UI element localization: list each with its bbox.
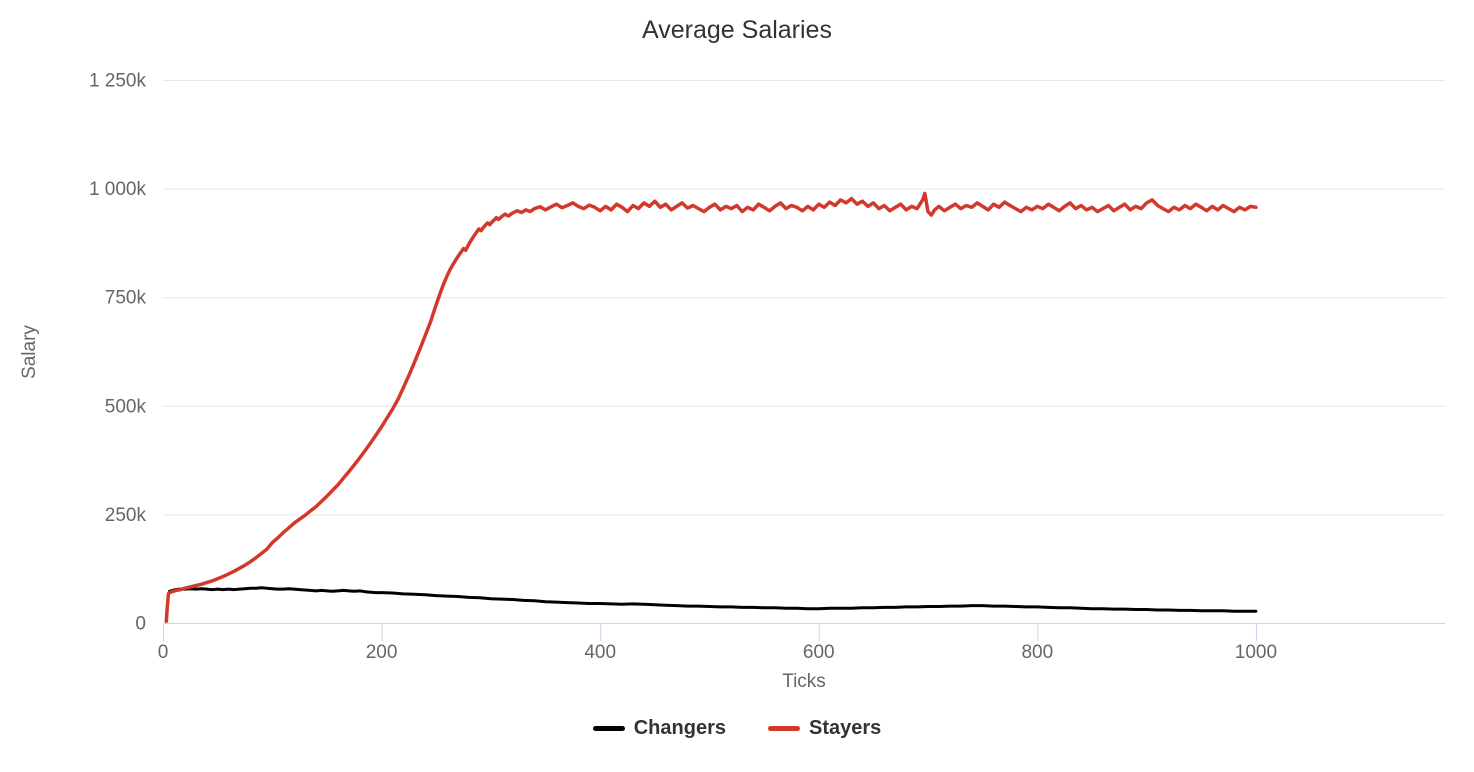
y-tick-label-1250k: 1 250k	[89, 71, 147, 92]
legend-item-stayers[interactable]: Stayers	[767, 716, 882, 740]
x-tick-label-0: 0	[158, 642, 169, 663]
y-tick-label-0: 0	[135, 614, 146, 635]
x-tick-label-400: 400	[584, 642, 616, 663]
x-tick-label-600: 600	[803, 642, 835, 663]
x-tick-label-800: 800	[1021, 642, 1053, 663]
series-line-changers[interactable]	[168, 586, 1258, 613]
series-line-stayers[interactable]	[164, 191, 1258, 624]
chart-title: Average Salaries	[642, 16, 832, 44]
legend: Changers Stayers	[0, 716, 1474, 740]
legend-swatch-changers	[592, 725, 625, 731]
x-tick-label-200: 200	[366, 642, 398, 663]
y-tick-label-750k: 750k	[105, 288, 147, 309]
y-tick-label-500k: 500k	[105, 396, 147, 417]
y-axis-title: Salary	[19, 325, 40, 379]
y-tick-label-250k: 250k	[105, 505, 147, 526]
x-axis-title: Ticks	[782, 671, 826, 692]
legend-label-changers: Changers	[633, 717, 726, 739]
legend-swatch-stayers	[767, 725, 800, 731]
legend-label-stayers: Stayers	[808, 717, 882, 739]
legend-item-changers[interactable]: Changers	[592, 716, 726, 740]
y-tick-label-1000k: 1 000k	[89, 179, 147, 200]
x-tick-label-1000: 1000	[1235, 642, 1277, 663]
